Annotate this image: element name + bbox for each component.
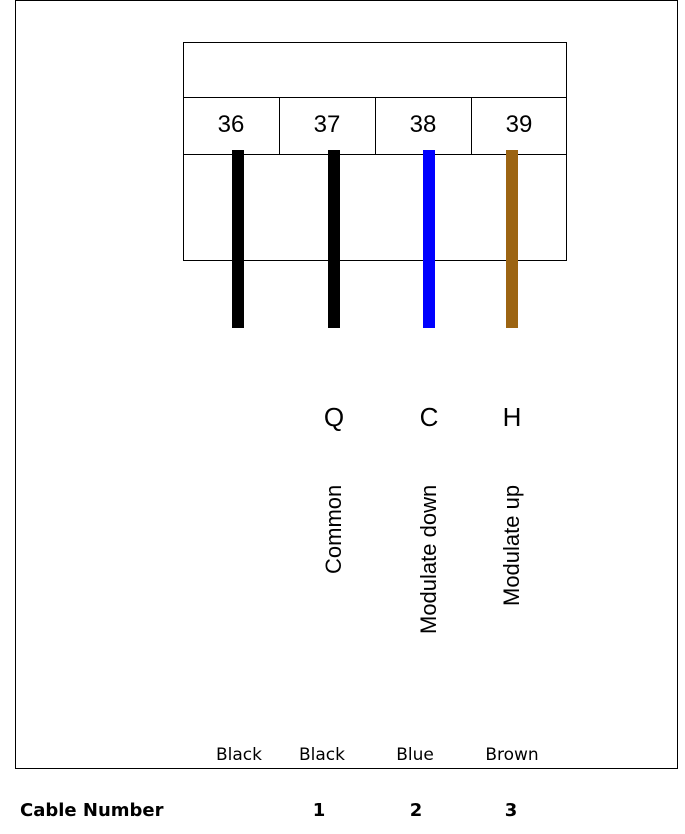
terminal-divider (471, 97, 472, 155)
color-label-36: Black (216, 745, 262, 765)
cable-number-title: Cable Number (20, 800, 164, 821)
terminal-number-37: 37 (313, 111, 341, 138)
terminal-block-cover (183, 42, 567, 97)
function-label-text: Common (321, 485, 346, 575)
terminal-divider (375, 97, 376, 155)
terminal-block-body (183, 155, 567, 261)
color-label-38: Blue (396, 745, 434, 765)
terminal-number-38: 38 (409, 111, 437, 138)
wire-terminal-37 (328, 150, 340, 328)
cable-number-3: 3 (504, 800, 518, 821)
color-label-37: Black (299, 745, 345, 765)
terminal-number-36: 36 (217, 111, 245, 138)
function-label-common: Common (314, 485, 354, 735)
color-label-39: Brown (485, 745, 539, 765)
function-label-modulate-down: Modulate down (409, 485, 449, 735)
cable-number-1: 1 (312, 800, 326, 821)
signal-letter-q: Q (323, 402, 345, 432)
terminal-divider (279, 97, 280, 155)
function-label-modulate-up: Modulate up (492, 485, 532, 735)
cable-number-2: 2 (409, 800, 423, 821)
signal-letter-c: C (419, 402, 439, 432)
signal-letter-h: H (502, 402, 522, 432)
wire-terminal-38 (423, 150, 435, 328)
function-label-text: Modulate down (416, 485, 441, 635)
wire-terminal-39 (506, 150, 518, 328)
function-label-text: Modulate up (499, 485, 524, 607)
wire-terminal-36 (232, 150, 244, 328)
diagram-frame (15, 0, 678, 769)
terminal-number-39: 39 (505, 111, 533, 138)
